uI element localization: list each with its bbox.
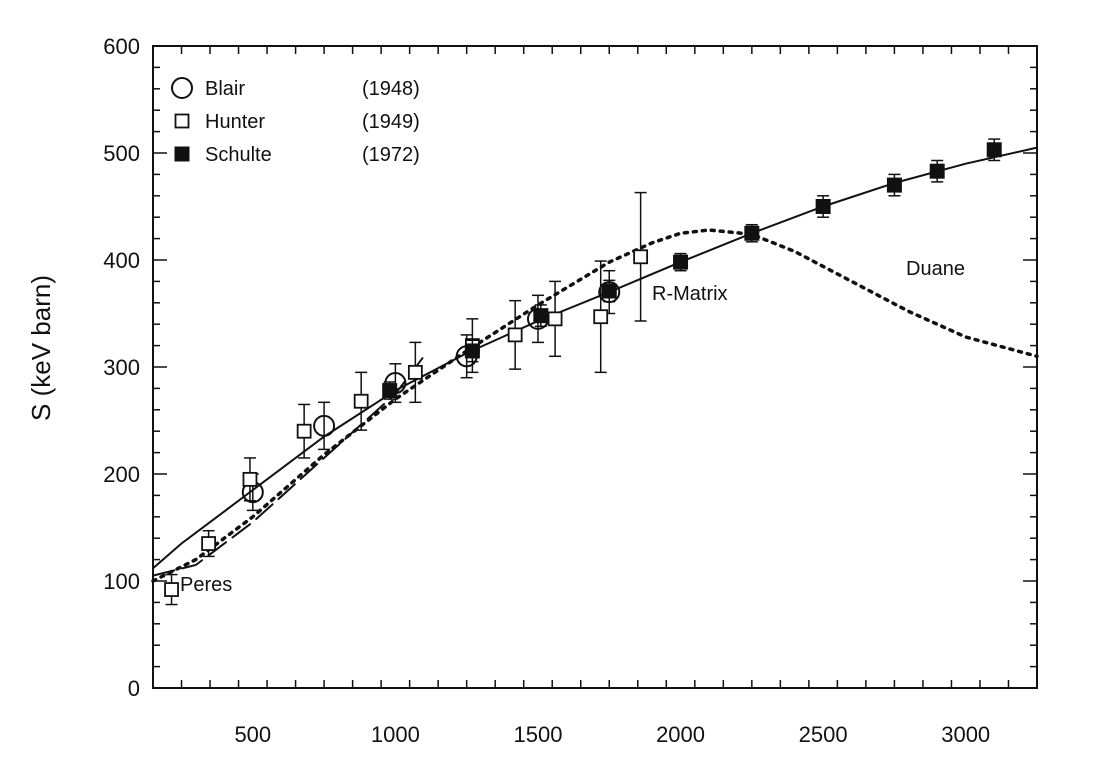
y-tick-label: 0 [128,676,140,701]
data-point-schulte [886,177,902,193]
curve-r-matrix [152,146,1038,570]
x-tick-label: 2500 [799,722,848,747]
data-point-schulte [382,383,398,399]
legend-label: Blair [205,78,245,100]
data-point-schulte [601,283,617,299]
data-point-hunter [593,309,609,325]
data-point-schulte [815,199,831,214]
data-point-schulte [929,163,945,179]
legend-year: (1972) [362,144,420,166]
data-point-hunter [633,249,649,265]
data-point-hunter [201,536,217,551]
y-tick-label: 300 [103,355,140,380]
data-point-blair [313,414,336,437]
legend-year: (1948) [362,78,420,100]
legend-label: Hunter [205,111,265,133]
curve-peres [152,355,425,577]
ticks-layer: 500 1000 1500 2000 2500 3000 0 100 200 300 400 500 6… [103,34,1038,747]
y-axis-label: S (keV barn) [26,275,56,421]
legend-marker-blair [171,77,193,99]
y-tick-label: 100 [103,569,140,594]
data-point-hunter [353,393,369,409]
data-point-hunter [507,327,523,343]
data-point-hunter [547,311,563,327]
data-point-schulte [744,225,760,241]
annotation-duane: Duane [906,258,965,280]
data-point-schulte [533,308,549,324]
annotation-r-matrix: R-Matrix [652,283,728,305]
data-point-hunter [164,582,179,597]
y-tick-label: 600 [103,34,140,59]
x-tick-label: 3000 [941,722,990,747]
data-point-schulte [464,343,480,359]
y-tick-label: 400 [103,248,140,273]
data-point-hunter [407,364,423,380]
data-point-hunter [242,471,258,487]
legend-year: (1949) [362,111,420,133]
data-point-schulte [673,254,689,270]
data-point-hunter [296,423,312,439]
curves-layer [151,146,1039,583]
x-tick-label: 2000 [656,722,705,747]
curve-duane [151,228,1039,583]
x-tick-label: 1000 [371,722,420,747]
points-layer [164,138,1002,606]
legend: Blair (1948) Hunter (1949) Schulte (1972) [171,77,420,166]
y-tick-label: 200 [103,462,140,487]
y-tick-label: 500 [103,141,140,166]
legend-marker-hunter [174,113,190,129]
x-tick-label: 1500 [513,722,562,747]
annotation-peres: Peres [180,574,232,596]
legend-label: Schulte [205,144,272,166]
legend-marker-schulte [174,146,190,162]
plot-frame [152,45,1038,689]
data-point-schulte [986,142,1002,158]
x-tick-label: 500 [234,722,271,747]
